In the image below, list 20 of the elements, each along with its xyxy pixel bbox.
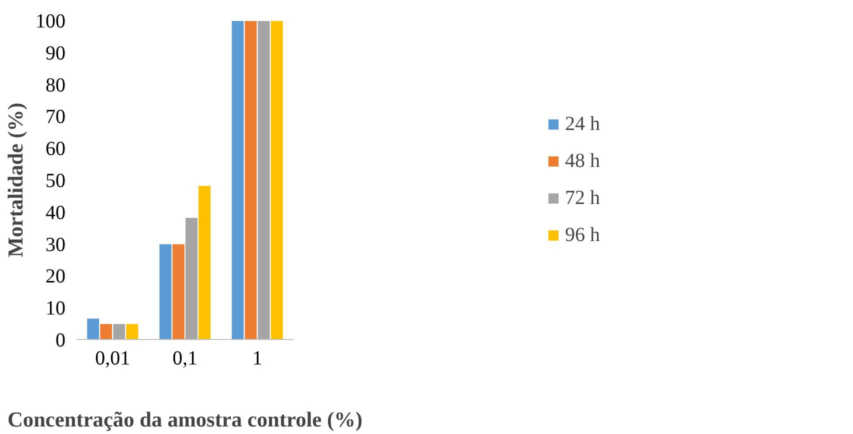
legend-label: 48 h <box>565 150 600 172</box>
y-tick-label: 0 <box>56 330 66 352</box>
y-tick-label: 40 <box>46 202 66 224</box>
legend-label: 96 h <box>565 224 600 246</box>
x-tick-label: 0,1 <box>172 348 198 370</box>
x-tick-label: 0,01 <box>95 348 130 370</box>
legend-label: 24 h <box>565 112 600 136</box>
y-tick-label: 10 <box>46 298 66 320</box>
y-tick-label: 50 <box>46 170 66 192</box>
y-tick-label: 80 <box>46 74 66 96</box>
y-tick-label: 100 <box>36 10 66 32</box>
y-tick-label: 90 <box>46 42 66 64</box>
x-axis-title: Concentração da amostra controle (%) <box>8 408 362 432</box>
x-tick-label: 1 <box>252 348 262 370</box>
y-tick-label: 20 <box>46 266 66 288</box>
legend-label: 72 h <box>565 186 600 210</box>
y-tick-label: 30 <box>46 234 66 256</box>
y-axis-title: Mortalidade (%) <box>4 102 28 258</box>
y-tick-label: 60 <box>46 138 66 160</box>
y-tick-label: 70 <box>46 106 66 128</box>
